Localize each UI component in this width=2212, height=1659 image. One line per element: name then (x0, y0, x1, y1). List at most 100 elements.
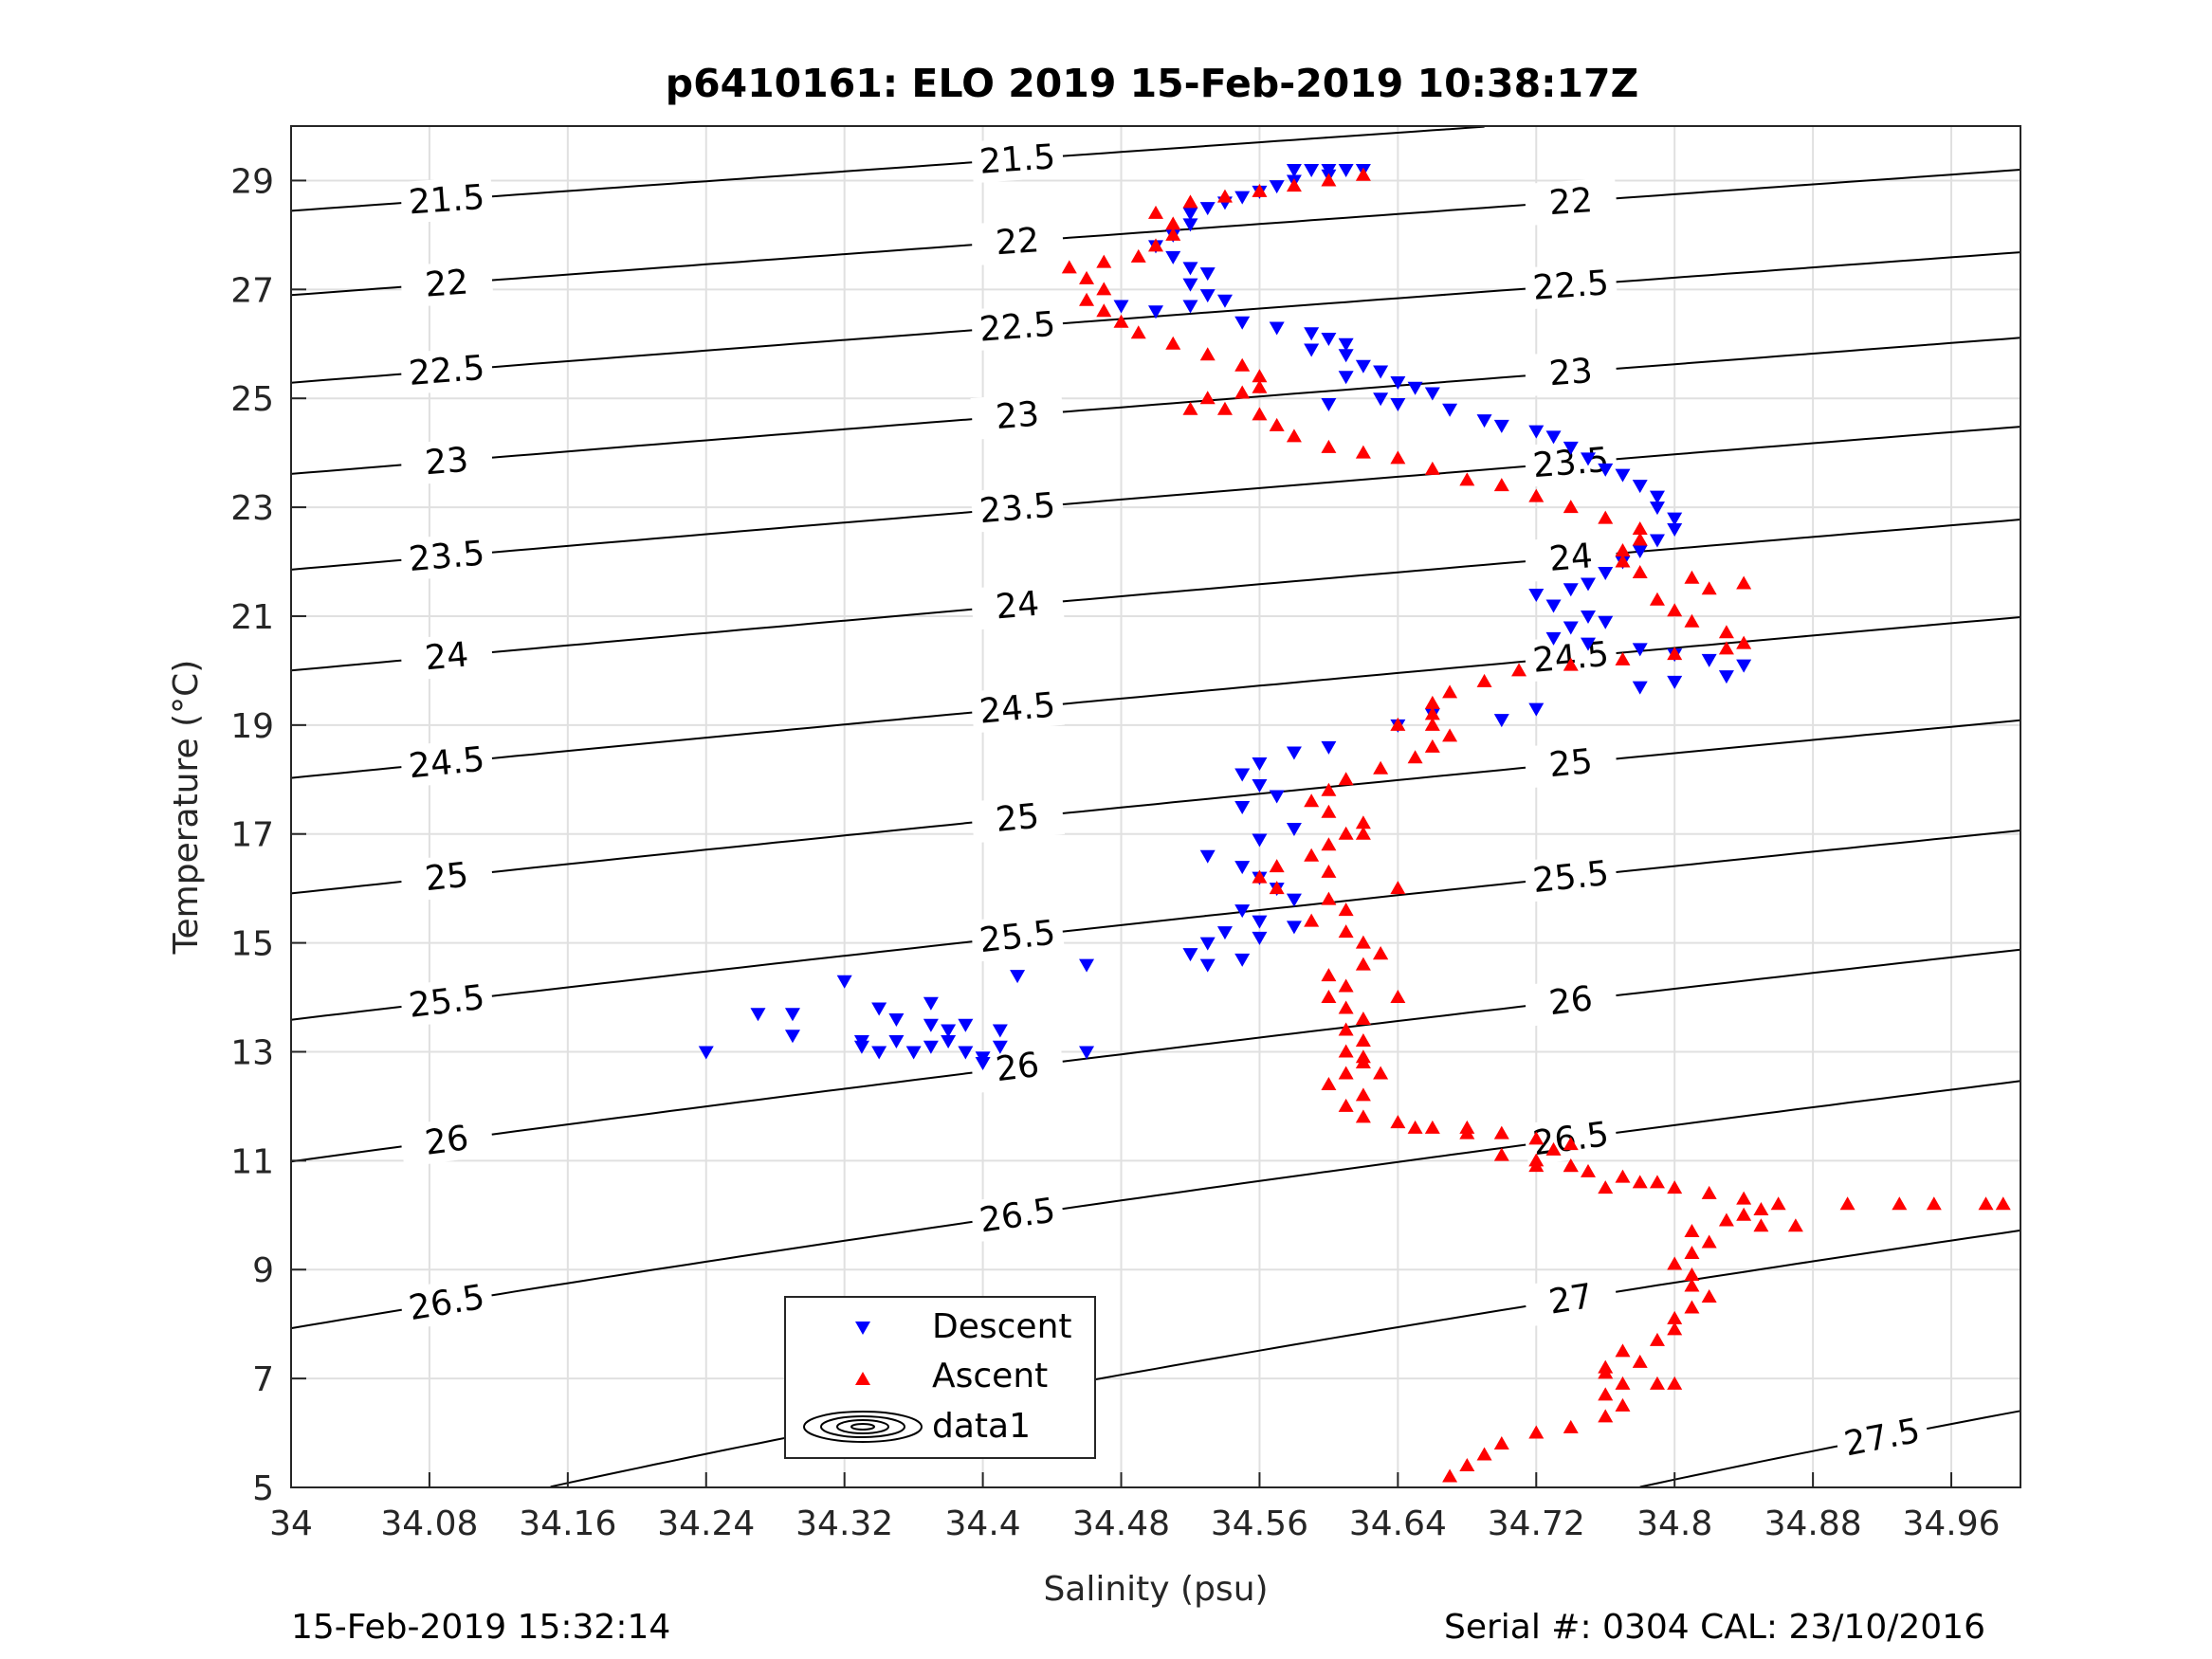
isopycnal-label-bg (399, 737, 495, 789)
isopycnal-label: 22.5 (408, 349, 486, 393)
descent-point (750, 1008, 766, 1022)
ascent-point (1338, 826, 1354, 840)
descent-point (1234, 801, 1251, 814)
isopycnal-label-bg (399, 346, 494, 395)
ascent-point (1182, 401, 1198, 415)
isopycnal-label: 22.5 (1531, 264, 1610, 308)
isopycnal-label: 26 (994, 1046, 1041, 1089)
isopycnal-line (290, 616, 2021, 779)
descent-point (1182, 278, 1198, 292)
ascent-point (1476, 673, 1492, 687)
y-tick-label: 25 (230, 380, 274, 419)
legend: Descent Ascent data1 (784, 1296, 1096, 1459)
descent-point (1252, 833, 1268, 848)
y-tick-label: 7 (252, 1360, 274, 1399)
ascent-point (1390, 990, 1406, 1004)
ascent-point (1234, 385, 1251, 399)
ascent-point (1252, 369, 1268, 383)
descent-point (1252, 779, 1268, 793)
ascent-point (1701, 581, 1717, 595)
y-tick-label: 9 (252, 1251, 274, 1290)
descent-point (1252, 757, 1268, 772)
ascent-point (1545, 1141, 1562, 1156)
ascent-point (1321, 439, 1337, 453)
descent-point (1113, 300, 1129, 314)
descent-point (1528, 588, 1545, 602)
isopycnal-label: 21.5 (978, 137, 1057, 182)
ascent-point (1373, 760, 1389, 775)
descent-point (1286, 163, 1302, 177)
isopycnal-label-bg (970, 580, 1065, 630)
ascent-point (1598, 1409, 1614, 1423)
ascent-point (1373, 1066, 1389, 1080)
ascent-point (1701, 1288, 1717, 1303)
isopycnal-label-bg (1523, 632, 1618, 683)
isopycnal-line (1639, 1410, 2021, 1488)
ascent-point (1528, 488, 1545, 502)
descent-point (1528, 702, 1545, 717)
isopycnal-label-bg (399, 175, 494, 225)
ascent-point (1355, 1109, 1371, 1123)
descent-point (1252, 931, 1268, 945)
ascent-point (1338, 1022, 1354, 1036)
ascent-point (1304, 793, 1320, 808)
descent-point (1199, 937, 1216, 951)
chart-title: p6410161: ELO 2019 15-Feb-2019 10:38:17Z (666, 61, 1639, 106)
ascent-point (1321, 1076, 1337, 1090)
descent-point (1390, 375, 1406, 390)
ascent-point (1563, 500, 1579, 514)
legend-descent-label: Descent (932, 1307, 1072, 1346)
grid-lines (290, 126, 2020, 1488)
legend-data1-label: data1 (932, 1407, 1031, 1446)
descent-point (1632, 480, 1648, 494)
descent-point (941, 1024, 957, 1038)
ascent-point (1355, 1012, 1371, 1026)
ascent-point (1615, 1397, 1631, 1412)
isopycnal-line (290, 830, 2021, 1021)
ascent-point (1442, 1468, 1458, 1483)
ascent-point (1718, 641, 1734, 655)
isopycnal-label-bg (1524, 177, 1618, 227)
descent-point (1373, 392, 1389, 407)
isopycnal-label: 27 (1546, 1277, 1596, 1322)
ascent-point (1667, 647, 1683, 661)
descent-point (958, 1046, 974, 1060)
descent-point (1234, 953, 1251, 967)
ascent-point (1598, 1359, 1614, 1374)
descent-point (871, 1002, 887, 1016)
descent-point (1667, 675, 1683, 689)
ascent-point (1338, 1044, 1354, 1058)
ascent-point (1493, 1147, 1509, 1161)
descent-point (905, 1046, 922, 1060)
descent-point (1216, 294, 1233, 308)
ascent-point (1216, 401, 1233, 415)
ascent-point (1096, 254, 1112, 268)
ascent-point (1718, 1212, 1734, 1227)
ascent-point (1736, 1207, 1752, 1221)
descent-point (992, 1024, 1008, 1038)
ascent-point (1113, 314, 1129, 328)
ascent-point (1079, 292, 1095, 306)
isopycnal-label-bg (1522, 1271, 1619, 1327)
ascent-point (1442, 728, 1458, 742)
ascent-point (1598, 510, 1614, 524)
ascent-point (1338, 902, 1354, 917)
ascent-point (1649, 1376, 1665, 1390)
descent-point (958, 1018, 974, 1032)
isopycnal-label-bg (969, 1040, 1066, 1094)
descent-point (1269, 180, 1285, 194)
isopycnal-label-bg (969, 910, 1066, 963)
ascent-point (1252, 379, 1268, 393)
descent-point (1581, 610, 1596, 624)
descent-point (1598, 463, 1614, 477)
descent-point (923, 996, 939, 1011)
ascent-point (1667, 603, 1683, 617)
descent-point (1304, 163, 1320, 177)
ascent-point (1528, 1131, 1545, 1145)
ascent-point (1701, 1185, 1717, 1199)
descent-point (1304, 327, 1320, 341)
descent-point (1269, 790, 1285, 804)
isopycnal-label: 24 (1547, 537, 1594, 579)
descent-point (1476, 414, 1492, 428)
x-axis-label: Salinity (psu) (1043, 1570, 1268, 1609)
